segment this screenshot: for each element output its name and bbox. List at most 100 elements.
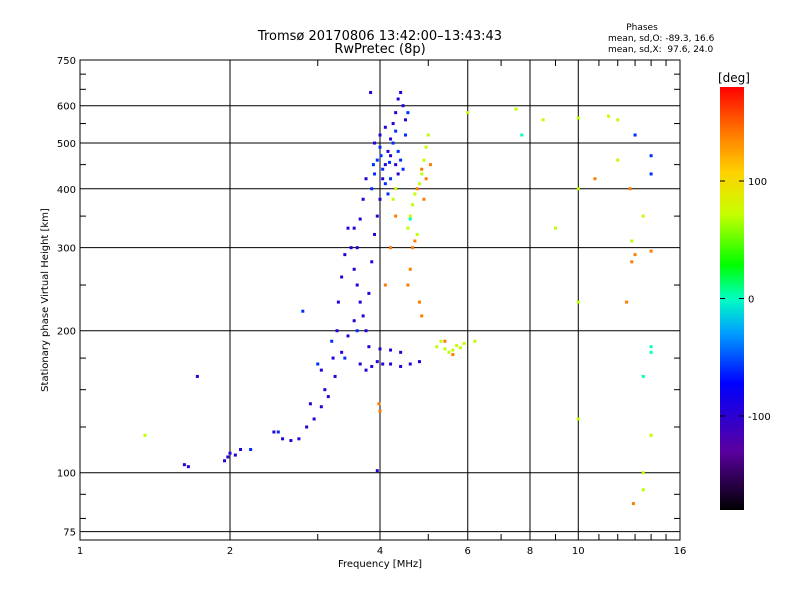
data-point xyxy=(426,133,430,137)
data-point xyxy=(361,197,365,201)
data-point xyxy=(373,172,377,176)
data-point xyxy=(408,362,412,366)
stats-line-o: mean, sd,O: -89.3, 16.6 xyxy=(608,34,715,44)
data-point xyxy=(383,182,387,186)
data-point xyxy=(649,433,653,437)
y-tick-label: 750 xyxy=(57,56,76,67)
data-point xyxy=(406,226,410,230)
data-point xyxy=(458,346,462,350)
data-point xyxy=(417,360,421,364)
data-point xyxy=(375,158,379,162)
data-point xyxy=(370,260,374,264)
data-point xyxy=(391,141,395,145)
y-tick-label: 500 xyxy=(57,139,76,150)
data-point xyxy=(408,214,412,218)
data-point xyxy=(373,141,377,145)
data-point xyxy=(649,350,653,354)
data-point xyxy=(593,177,597,181)
data-point xyxy=(228,451,232,455)
data-point xyxy=(364,329,368,333)
data-point xyxy=(451,348,455,352)
data-point xyxy=(223,459,227,463)
y-tick-label: 600 xyxy=(57,102,76,113)
data-point xyxy=(343,253,347,257)
data-point xyxy=(553,226,557,230)
data-point xyxy=(422,158,426,162)
data-point xyxy=(352,226,356,230)
data-point xyxy=(649,345,653,349)
data-point xyxy=(378,347,382,351)
data-point xyxy=(358,300,362,304)
data-point xyxy=(394,163,398,167)
data-point xyxy=(396,172,400,176)
data-point xyxy=(396,97,400,101)
data-point xyxy=(420,172,424,176)
data-point xyxy=(576,417,580,421)
x-axis-label: Frequency [MHz] xyxy=(338,559,422,570)
data-point xyxy=(394,129,398,133)
data-point xyxy=(422,197,426,201)
data-points xyxy=(143,90,653,506)
data-point xyxy=(383,125,387,129)
data-point xyxy=(630,260,634,264)
data-point xyxy=(649,249,653,253)
x-tick-label: 10 xyxy=(572,546,585,557)
x-tick-label: 6 xyxy=(465,546,471,557)
data-point xyxy=(394,111,398,115)
data-point xyxy=(378,197,382,201)
data-point xyxy=(389,348,393,352)
colorbar-label: [deg] xyxy=(718,71,750,85)
data-point xyxy=(369,90,373,94)
data-point xyxy=(435,345,439,349)
data-point xyxy=(424,177,428,181)
data-point xyxy=(424,145,428,149)
data-point xyxy=(417,300,421,304)
data-point xyxy=(641,214,645,218)
data-point xyxy=(462,341,466,345)
data-point xyxy=(649,154,653,158)
data-point xyxy=(394,214,398,218)
data-point xyxy=(358,217,362,221)
y-tick-label: 100 xyxy=(57,469,76,480)
data-point xyxy=(389,246,393,250)
data-point xyxy=(370,364,374,368)
data-point xyxy=(420,167,424,171)
data-point xyxy=(394,187,398,191)
data-point xyxy=(331,356,335,360)
data-point xyxy=(576,116,580,120)
data-point xyxy=(641,471,645,475)
data-point xyxy=(443,347,447,351)
data-point xyxy=(340,275,344,279)
data-point xyxy=(607,114,611,118)
data-point xyxy=(379,154,383,158)
minor-ticks xyxy=(80,60,680,540)
data-point xyxy=(649,172,653,176)
data-point xyxy=(371,163,375,167)
y-tick-label: 75 xyxy=(63,528,76,539)
data-point xyxy=(631,502,635,506)
data-point xyxy=(403,133,407,137)
data-point xyxy=(343,356,347,360)
data-point xyxy=(361,314,365,318)
data-point xyxy=(195,374,199,378)
data-point xyxy=(367,345,371,349)
data-point xyxy=(403,118,407,122)
data-point xyxy=(355,283,359,287)
data-point xyxy=(233,453,237,457)
data-point xyxy=(297,437,301,441)
data-point xyxy=(340,350,344,354)
chart-subtitle: RwPretec (8p) xyxy=(334,42,425,57)
data-point xyxy=(630,239,634,243)
data-point xyxy=(352,319,356,323)
data-point xyxy=(355,329,359,333)
colorbar-tick-label: 0 xyxy=(748,295,754,306)
data-point xyxy=(386,192,390,196)
y-axis-label: Stationary phase Virtual Height [km] xyxy=(40,208,51,392)
data-point xyxy=(473,339,477,343)
y-tick-label: 200 xyxy=(57,327,76,338)
data-point xyxy=(415,187,419,191)
data-point xyxy=(381,177,385,181)
colorbar-tick-label: -100 xyxy=(748,412,771,423)
data-point xyxy=(378,133,382,137)
data-point xyxy=(375,214,379,218)
